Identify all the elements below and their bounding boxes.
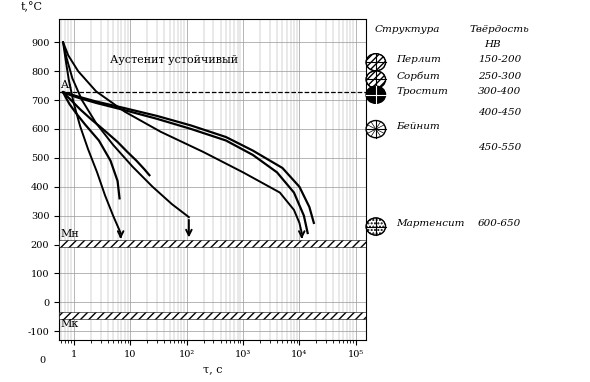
Text: A₁: A₁ [60,80,73,90]
Text: 0: 0 [39,356,45,365]
Text: 300-400: 300-400 [478,87,521,96]
Text: Аустенит устойчивый: Аустенит устойчивый [110,55,238,65]
Text: Структура: Структура [375,25,440,34]
Circle shape [366,71,386,88]
Y-axis label: t,°C: t,°C [21,2,42,13]
Circle shape [366,121,386,138]
Circle shape [366,53,386,71]
Circle shape [366,86,386,103]
Text: 400-450: 400-450 [478,108,521,117]
Text: Мартенсит: Мартенсит [396,219,465,228]
Text: 250-300: 250-300 [478,72,521,81]
Text: Мк: Мк [60,319,78,329]
Text: Бейнит: Бейнит [396,121,440,131]
Text: 450-550: 450-550 [478,142,521,152]
X-axis label: τ, c: τ, c [202,364,222,374]
Text: 600-650: 600-650 [478,219,521,228]
Text: Твёрдость: Твёрдость [469,25,529,34]
Text: Перлит: Перлит [396,55,441,64]
Text: Мн: Мн [60,229,79,239]
Text: Сорбит: Сорбит [396,72,440,81]
Text: Тростит: Тростит [396,87,448,96]
Circle shape [366,218,386,235]
Text: НВ: НВ [484,40,500,49]
Text: 150-200: 150-200 [478,55,521,64]
